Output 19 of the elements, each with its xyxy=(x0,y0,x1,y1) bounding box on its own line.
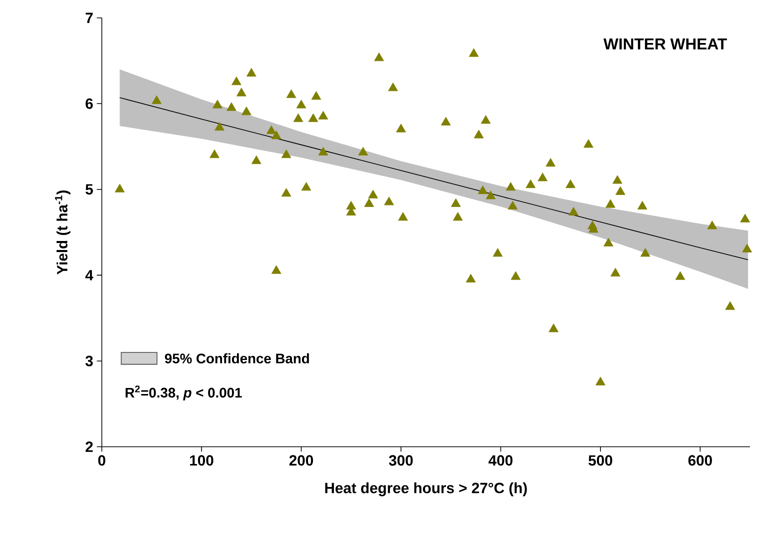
y-axis-title: Yield (t ha$^{-1}$) xyxy=(55,190,70,275)
x-tick-label: 200 xyxy=(289,455,314,466)
y-tick-label: 5 xyxy=(86,184,93,195)
line-series xyxy=(119,97,748,260)
x-tick-label: 0 xyxy=(98,455,106,466)
text: WINTER WHEAT xyxy=(603,38,727,50)
x-axis-title: Heat degree hours > 27°C (h) xyxy=(325,482,527,496)
x-tick-label: 100 xyxy=(190,455,214,466)
x-tick-label: 400 xyxy=(488,455,512,466)
y-tick-label: 3 xyxy=(85,356,93,366)
x-tick-label: 500 xyxy=(588,455,612,466)
x-tick-label: 300 xyxy=(388,455,413,466)
y-tick-label: 7 xyxy=(86,12,93,23)
y-tick-label: 2 xyxy=(86,442,93,452)
text: 95% Confidence Band xyxy=(164,353,309,364)
y-tick-label: 6 xyxy=(86,98,93,109)
annotation: R$^{2}$=0.38, p < 0.001 xyxy=(126,386,242,400)
x-tick-label: 600 xyxy=(688,455,712,466)
y-tick-label: 4 xyxy=(85,270,94,280)
